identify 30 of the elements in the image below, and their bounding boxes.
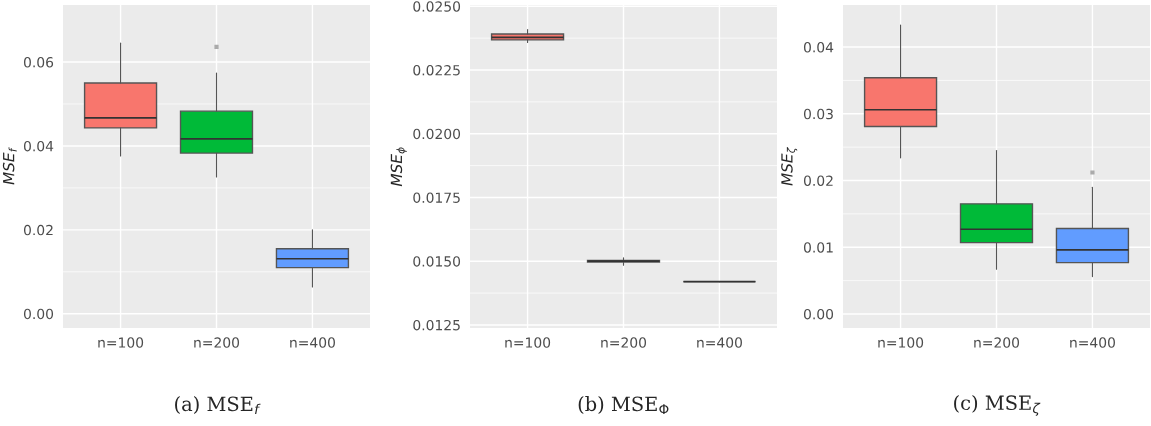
y-tick-label: 0.0250 [413,1,461,12]
text: (c) MSE$_{ζ}$ [954,395,1041,416]
y-tick-label: 0.01 [803,242,833,253]
y-tick-label: 0.00 [803,308,834,320]
text: (b) MSE$_{Φ}$ [578,396,669,415]
text: (a) MSE$_{f}$ [175,396,261,415]
y-tick-label: 0.00 [23,308,54,320]
x-tick-label: n=200 [601,337,647,348]
y-tick-label: 0.04 [23,140,54,152]
y-tick-label: 0.0225 [413,64,460,76]
x-tick-label: n=400 [697,337,742,348]
y-tick-label: 0.02 [803,175,833,186]
y-tick-label: 0.0200 [413,128,461,140]
x-tick-label: n=100 [878,337,924,348]
x-tick-label: n=200 [974,337,1020,348]
x-tick-label: n=200 [194,337,240,348]
y-tick-label: 0.03 [803,108,833,120]
y-axis-title: MSE$_{ϕ}$ [390,147,407,187]
x-tick-label: n=400 [1070,337,1115,348]
x-tick-label: n=400 [290,337,335,348]
y-axis-title: MSE$_{ζ}$ [781,146,798,186]
x-tick-label: n=100 [98,337,144,348]
y-tick-label: 0.06 [23,57,54,68]
y-tick-label: 0.04 [803,42,834,53]
y-axis-title: MSE$_{f}$ [2,147,17,185]
x-tick-label: n=100 [505,337,551,348]
y-tick-label: 0.0125 [413,319,460,331]
y-tick-label: 0.02 [23,224,53,236]
y-tick-label: 0.0150 [413,256,461,267]
y-tick-label: 0.0175 [413,192,460,203]
